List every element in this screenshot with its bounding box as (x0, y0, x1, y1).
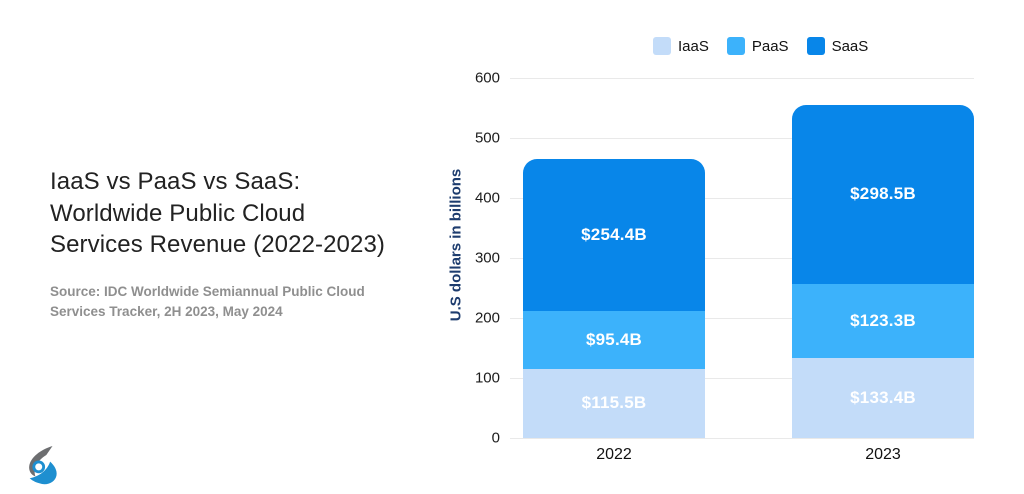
bar-segment-iaas-2022: $115.5B (523, 368, 705, 438)
bar-segment-saas-2022: $254.4B (523, 158, 705, 312)
legend-swatch-iaas (653, 37, 671, 55)
x-tick-label-2022: 2022 (596, 446, 632, 463)
gridline-300 (510, 258, 974, 259)
bar-value-label: $298.5B (850, 184, 916, 204)
gridline-500 (510, 138, 974, 139)
stacked-bar-2022: $254.4B $95.4B $115.5B (523, 158, 705, 438)
legend-label: PaaS (751, 37, 789, 55)
bar-value-label: $254.4B (581, 225, 647, 245)
logo-blue-drop (29, 461, 57, 485)
legend-item-paas: PaaS (726, 37, 789, 55)
bar-value-label: $133.4B (850, 387, 916, 407)
bar-segment-iaas-2023: $133.4B (792, 357, 974, 438)
plot-area: 0 100 200 300 400 500 600 $254.4B $95.4B $115.5B 2… (475, 70, 974, 463)
legend-swatch-paas (726, 37, 745, 55)
legend-label: IaaS (678, 37, 709, 55)
bar-segment-saas-2023: $298.5B (792, 104, 974, 284)
bar-segment-paas-2022: $95.4B (523, 311, 705, 369)
bar-segment-paas-2023: $123.3B (792, 283, 974, 358)
y-tick-label-100: 100 (474, 369, 500, 387)
y-tick-label-0: 0 (491, 429, 500, 447)
brand-logo-icon (24, 444, 62, 486)
legend-swatch-saas (806, 37, 825, 55)
bar-value-label: $95.4B (585, 330, 643, 350)
legend-label: SaaS (831, 37, 869, 55)
y-axis-title: U.S dollars in billions (447, 168, 465, 322)
y-tick-label-600: 600 (474, 69, 500, 87)
bar-value-label: $123.3B (850, 310, 916, 330)
y-tick-label-500: 500 (474, 129, 500, 147)
logo-ring (32, 460, 46, 474)
gridline-400 (510, 198, 974, 199)
y-tick-label-200: 200 (474, 309, 500, 327)
gridline-600 (510, 78, 974, 79)
legend-item-saas: SaaS (806, 37, 869, 55)
y-tick-label-300: 300 (474, 249, 500, 267)
source-note: Source: IDC Worldwide Semiannual Public … (50, 284, 365, 319)
gridline-200 (510, 318, 974, 319)
chart-legend: IaaS PaaS SaaS (653, 37, 868, 55)
x-tick-label-2023: 2023 (865, 446, 901, 463)
chart-title: IaaS vs PaaS vs SaaS: Worldwide Public C… (50, 168, 385, 258)
y-tick-label-400: 400 (474, 189, 500, 207)
bar-value-label: $115.5B (581, 393, 647, 413)
legend-item-iaas: IaaS (653, 37, 709, 55)
stacked-bar-2023: $298.5B $123.3B $133.4B (792, 104, 974, 438)
gridline-0 (510, 438, 974, 439)
gridline-100 (510, 378, 974, 379)
